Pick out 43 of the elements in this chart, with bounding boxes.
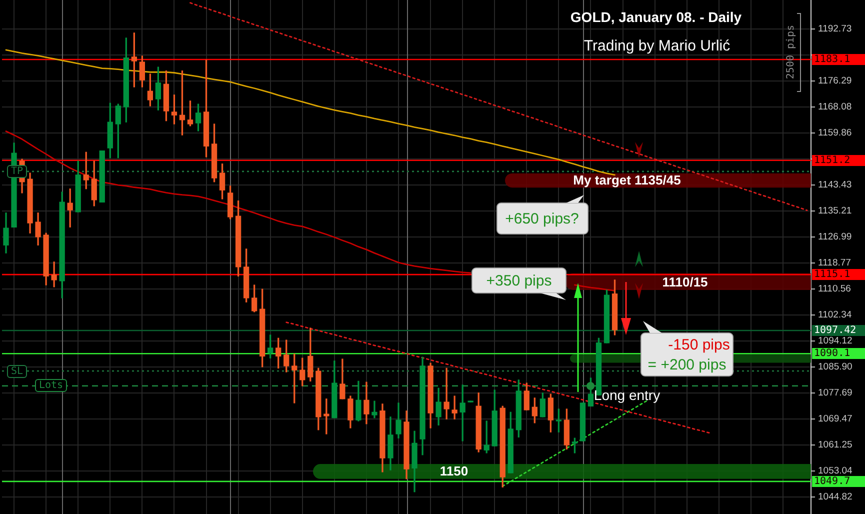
ref-line-label: 1049.7 [812, 476, 865, 487]
text: Trading by Mario Urlić [584, 38, 730, 54]
annotation: = +200 pips [648, 356, 726, 374]
band-label: My target 1135/45 [573, 172, 681, 188]
y-tick-label: 1168.08 [818, 102, 852, 113]
candlestick [372, 400, 378, 418]
y-tick-label: 1061.25 [818, 440, 852, 451]
y-tick-label: 1126.99 [818, 232, 852, 243]
candlestick [444, 368, 450, 420]
annotation: 2500 pips [786, 24, 796, 80]
annotation: -150 pips [668, 336, 730, 354]
annotation: Long entry [594, 387, 660, 403]
y-tick-label: 1110.56 [818, 284, 851, 295]
annotation: +350 pips [486, 272, 552, 290]
y-tick-label: 1135.21 [818, 206, 852, 217]
y-tick-label: 1143.43 [818, 180, 852, 191]
text: GOLD, January 08. - Daily [570, 9, 742, 25]
line-series [190, 2, 808, 212]
ref-line-label: TP [7, 164, 28, 178]
band-label: 1150 [440, 464, 468, 479]
annotation: +650 pips? [505, 210, 579, 228]
y-tick-label: 1176.29 [818, 76, 852, 87]
ref-line-label: 1151.2 [812, 154, 865, 166]
y-tick-label: 1069.47 [818, 414, 852, 425]
candlestick [452, 396, 458, 420]
y-tick-label: 1094.12 [818, 336, 852, 347]
y-tick-label: 1159.86 [818, 128, 852, 139]
candlestick [460, 384, 466, 442]
ref-line-label: Lots [35, 379, 68, 392]
y-tick-label: 1044.82 [818, 491, 852, 502]
y-tick-label: 1085.90 [818, 362, 852, 373]
ref-line-label: SL [7, 364, 28, 378]
band-label: 1110/15 [662, 274, 708, 290]
candlestick [51, 262, 57, 288]
ref-line-label: 1115.1 [812, 269, 865, 280]
y-tick-label: 1192.73 [818, 24, 852, 35]
y-tick-label: 1053.04 [818, 465, 852, 476]
y-tick-label: 1077.69 [818, 388, 852, 399]
ref-line-label: 1097.42 [812, 324, 865, 336]
ref-line-label: 1090.1 [812, 348, 865, 360]
ref-line-label: 1183.1 [812, 54, 865, 65]
y-tick-label: 1102.34 [818, 310, 852, 321]
y-tick-label: 1118.77 [818, 258, 851, 269]
